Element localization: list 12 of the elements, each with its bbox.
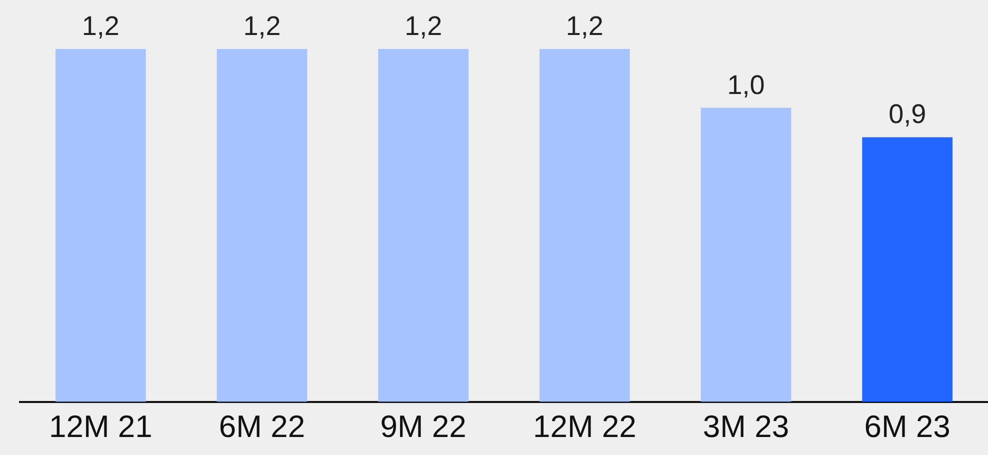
x-tick-label: 6M 23 bbox=[864, 408, 950, 444]
x-tick-label: 12M 21 bbox=[48, 408, 152, 444]
data-label: 1,2 bbox=[82, 10, 120, 41]
data-label: 1,2 bbox=[243, 10, 281, 41]
data-label: 1,2 bbox=[566, 10, 604, 41]
x-tick-label: 9M 22 bbox=[380, 408, 466, 444]
data-label: 1,2 bbox=[404, 10, 442, 41]
data-label: 1,0 bbox=[727, 70, 765, 100]
x-tick-label: 12M 22 bbox=[532, 408, 636, 444]
x-tick-label: 3M 23 bbox=[702, 408, 790, 444]
x-tick-label: 6M 22 bbox=[218, 408, 306, 444]
data-label: 0,9 bbox=[888, 99, 926, 130]
